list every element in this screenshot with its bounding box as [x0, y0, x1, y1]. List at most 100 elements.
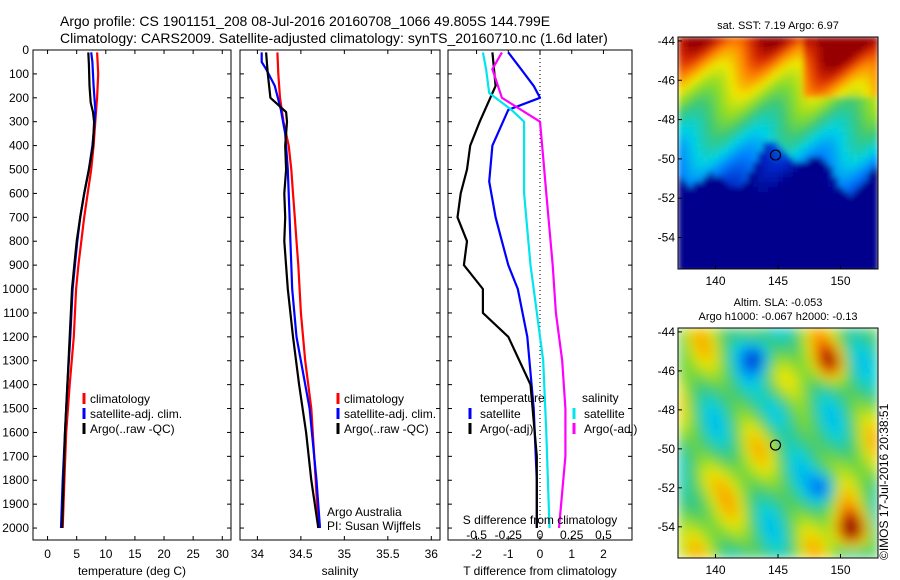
x-tick-label: 34 [251, 547, 265, 561]
map-cell [698, 177, 704, 183]
map-cell [868, 468, 874, 474]
map-cell [678, 182, 684, 188]
map-cell [678, 373, 684, 379]
series-line [456, 52, 538, 528]
map-cell [868, 508, 874, 514]
map-cell [693, 383, 699, 389]
map-cell [683, 513, 689, 519]
map-cell [718, 102, 724, 108]
map-cell [713, 408, 719, 414]
map-cell [723, 52, 729, 58]
map-cell [788, 353, 794, 359]
y-tick-label: 2000 [2, 521, 29, 535]
map-cell [778, 67, 784, 73]
map-cell [718, 107, 724, 113]
map-cell [788, 518, 794, 524]
map-cell [768, 553, 774, 558]
s-axis-label: S difference from climatology [463, 513, 618, 527]
map-cell [753, 393, 759, 399]
map-cell [738, 237, 744, 243]
map-cell [828, 468, 834, 474]
map-cell [743, 127, 749, 133]
map-cell [733, 513, 739, 519]
map-cell [758, 132, 764, 138]
map-cell [828, 212, 834, 218]
map-cell [768, 92, 774, 98]
map-cell [758, 77, 764, 83]
map-cell [863, 62, 869, 68]
map-cell [818, 528, 824, 534]
map-cell [678, 478, 684, 484]
y-tick-label: 1700 [2, 449, 29, 463]
map-cell [798, 433, 804, 439]
map-cell [858, 197, 864, 203]
map-cell [708, 57, 714, 63]
y-tick-label: 1000 [2, 282, 29, 296]
map-cell [753, 373, 759, 379]
map-cell [778, 413, 784, 419]
map-cell [813, 538, 819, 544]
map-cell [778, 127, 784, 133]
map-cell [788, 157, 794, 163]
map-field-layer [678, 328, 878, 558]
map-cell [733, 403, 739, 409]
map-cell [748, 478, 754, 484]
map-cell [738, 393, 744, 399]
map-cell [783, 72, 789, 78]
map-cell [703, 222, 709, 228]
map-cell [873, 117, 878, 123]
map-cell [818, 167, 824, 173]
map-cell [763, 418, 769, 424]
map-cell [838, 418, 844, 424]
map-cell [788, 162, 794, 168]
map-cell [728, 388, 734, 394]
map-cell [808, 453, 814, 459]
map-cell [843, 408, 849, 414]
map-cell [803, 187, 809, 193]
map-cell [728, 207, 734, 213]
map-cell [698, 242, 704, 248]
map-cell [833, 508, 839, 514]
map-cell [703, 473, 709, 479]
map-cell [683, 67, 689, 73]
map-cell [838, 237, 844, 243]
map-cell [733, 37, 739, 43]
map-cell [703, 137, 709, 143]
map-cell [748, 518, 754, 524]
map-cell [783, 543, 789, 549]
map-cell [728, 498, 734, 504]
map-cell [678, 67, 684, 73]
y-tick-label: -46 [658, 73, 676, 87]
map-cell [738, 192, 744, 198]
map-cell [798, 247, 804, 253]
map-cell [768, 107, 774, 113]
map-cell [703, 147, 709, 153]
map-cell [698, 237, 704, 243]
map-cell [823, 252, 829, 258]
map-cell [743, 508, 749, 514]
map-cell [788, 142, 794, 148]
map-cell [718, 242, 724, 248]
map-cell [748, 428, 754, 434]
map-cell [733, 398, 739, 404]
map-cell [788, 42, 794, 48]
map-cell [868, 543, 874, 549]
map-cell [808, 368, 814, 374]
map-cell [688, 348, 694, 354]
map-cell [683, 267, 689, 269]
map-cell [863, 117, 869, 123]
map-cell [723, 333, 729, 339]
map-cell [678, 62, 684, 68]
map-cell [808, 117, 814, 123]
map-cell [768, 137, 774, 143]
map-cell [808, 177, 814, 183]
map-cell [758, 42, 764, 48]
map-cell [708, 353, 714, 359]
map-cell [693, 47, 699, 53]
map-cell [723, 408, 729, 414]
map-cell [818, 513, 824, 519]
map-cell [703, 172, 709, 178]
map-cell [848, 473, 854, 479]
map-cell [758, 413, 764, 419]
map-cell [818, 538, 824, 544]
